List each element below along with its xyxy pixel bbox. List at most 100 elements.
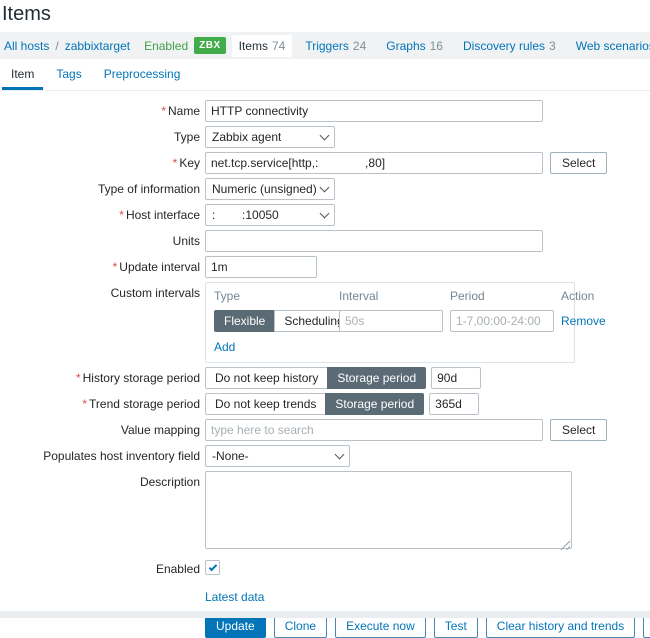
- type-of-information-select-value: Numeric (unsigned): [212, 182, 317, 196]
- ci-header-period: Period: [450, 289, 485, 303]
- enabled-checkbox[interactable]: [205, 560, 220, 575]
- history-toggle: Do not keep history Storage period: [205, 367, 427, 389]
- row-update-interval: * Update interval: [0, 256, 650, 278]
- nav-item-items[interactable]: Items 74: [231, 34, 293, 57]
- custom-intervals-box: Type Interval Period Action Flexible Sch…: [205, 282, 606, 363]
- type-of-information-label: Type of information: [97, 182, 200, 196]
- update-interval-input[interactable]: [205, 256, 317, 278]
- required-marker: *: [75, 371, 81, 385]
- latest-data-link[interactable]: Latest data: [205, 590, 265, 604]
- nav-item-count: 24: [352, 38, 367, 53]
- inventory-field-select[interactable]: -None-: [205, 445, 350, 467]
- host-interface-select[interactable]: : :10050: [205, 204, 335, 226]
- tab-item[interactable]: Item: [2, 59, 44, 90]
- value-mapping-select-button[interactable]: Select: [550, 419, 608, 441]
- trend-storage-period-toggle[interactable]: Storage period: [325, 393, 425, 415]
- row-units: Units: [0, 230, 650, 252]
- trend-do-not-keep-toggle[interactable]: Do not keep trends: [205, 393, 327, 415]
- bottom-strip: [0, 611, 650, 618]
- custom-intervals-label: Custom intervals: [110, 286, 200, 300]
- nav-item-triggers[interactable]: Triggers 24: [298, 35, 373, 57]
- chevron-down-icon: [319, 208, 330, 218]
- nav-item-web-scenarios[interactable]: Web scenarios: [569, 35, 650, 57]
- ci-period-input[interactable]: [450, 310, 554, 332]
- trend-toggle: Do not keep trends Storage period: [205, 393, 425, 415]
- nav-item-label: Graphs: [386, 38, 426, 53]
- ci-flexible-toggle[interactable]: Flexible: [214, 310, 276, 332]
- nav-item-count: 74: [271, 38, 286, 53]
- ci-interval-input[interactable]: [339, 310, 443, 332]
- nav-item-label: Triggers: [305, 38, 349, 53]
- key-input[interactable]: [205, 152, 543, 174]
- value-mapping-label: Value mapping: [120, 423, 200, 437]
- ci-header-action: Action: [561, 289, 595, 303]
- update-interval-label: * Update interval: [112, 260, 200, 274]
- row-value-mapping: Value mapping Select: [0, 419, 650, 441]
- key-select-button[interactable]: Select: [550, 152, 608, 174]
- resize-handle-icon[interactable]: [560, 540, 570, 550]
- row-description: Description: [0, 471, 650, 552]
- chevron-down-icon: [319, 182, 330, 192]
- row-type-of-information: Type of information Numeric (unsigned): [0, 178, 650, 200]
- nav-item-discovery-rules[interactable]: Discovery rules 3: [456, 35, 563, 57]
- name-input[interactable]: [205, 100, 543, 122]
- row-key: *Key Select: [0, 152, 650, 174]
- units-input[interactable]: [205, 230, 543, 252]
- type-of-information-select[interactable]: Numeric (unsigned): [205, 178, 335, 200]
- trend-storage-label: * Trend storage period: [82, 397, 200, 411]
- nav-item-label: Web scenarios: [575, 38, 650, 53]
- enabled-label: Enabled: [155, 562, 200, 576]
- nav-item-count: 16: [429, 38, 443, 53]
- name-label: * Name: [161, 104, 200, 118]
- ci-scheduling-toggle[interactable]: Scheduling: [274, 310, 354, 332]
- zbx-agent-badge: ZBX: [194, 37, 226, 54]
- history-storage-label: * History storage period: [75, 371, 200, 385]
- form-tabs: Item Tags Preprocessing: [0, 59, 650, 91]
- row-latest-data: Latest data: [0, 590, 650, 604]
- required-marker: *: [112, 260, 118, 274]
- row-enabled: Enabled: [0, 558, 650, 576]
- required-marker: *: [161, 104, 166, 118]
- type-select[interactable]: Zabbix agent: [205, 126, 335, 148]
- breadcrumb-host-link[interactable]: zabbixtarget: [64, 38, 131, 53]
- nav-item-graphs[interactable]: Graphs 16: [379, 35, 450, 57]
- row-history-storage-period: * History storage period Do not keep hist…: [0, 367, 650, 389]
- row-name: * Name: [0, 100, 650, 122]
- host-interface-select-value: : :10050: [212, 208, 279, 222]
- required-marker: *: [172, 156, 178, 170]
- row-trend-storage-period: * Trend storage period Do not keep trends…: [0, 393, 650, 415]
- units-label: Units: [172, 234, 200, 248]
- history-storage-input[interactable]: [431, 367, 482, 389]
- check-icon: [208, 562, 217, 571]
- inventory-field-label: Populates host inventory field: [43, 449, 200, 463]
- nav-item-label: Discovery rules: [462, 38, 546, 53]
- required-marker: *: [82, 397, 88, 411]
- host-interface-label: * Host interface: [119, 208, 200, 222]
- tab-preprocessing[interactable]: Preprocessing: [103, 67, 181, 81]
- host-status-enabled: Enabled: [144, 38, 189, 53]
- row-inventory-field: Populates host inventory field -None-: [0, 445, 650, 467]
- description-textarea[interactable]: [205, 471, 572, 549]
- type-label: Type: [173, 130, 200, 144]
- nav-item-count: 3: [549, 38, 556, 53]
- nav-item-label: Items: [238, 38, 268, 53]
- type-select-value: Zabbix agent: [212, 130, 282, 144]
- page-title: Items: [2, 3, 51, 25]
- trend-storage-input[interactable]: [429, 393, 480, 415]
- row-type: Type Zabbix agent: [0, 126, 650, 148]
- ci-remove-link[interactable]: Remove: [561, 314, 606, 328]
- chevron-down-icon: [334, 449, 345, 459]
- chevron-down-icon: [319, 130, 330, 140]
- row-host-interface: * Host interface : :10050: [0, 204, 650, 226]
- tab-tags[interactable]: Tags: [56, 67, 82, 81]
- breadcrumb-separator: /: [55, 38, 59, 53]
- item-form: *Name Type Zabbix agent *Key Select Type…: [0, 91, 650, 638]
- history-do-not-keep-toggle[interactable]: Do not keep history: [205, 367, 329, 389]
- ci-add-link[interactable]: Add: [214, 340, 236, 354]
- breadcrumb-all-hosts-link[interactable]: All hosts: [4, 38, 50, 53]
- ci-header-type: Type: [214, 289, 241, 303]
- ci-header-interval: Interval: [339, 289, 379, 303]
- history-storage-period-toggle[interactable]: Storage period: [327, 367, 427, 389]
- required-marker: *: [119, 208, 124, 222]
- value-mapping-input[interactable]: [205, 419, 543, 441]
